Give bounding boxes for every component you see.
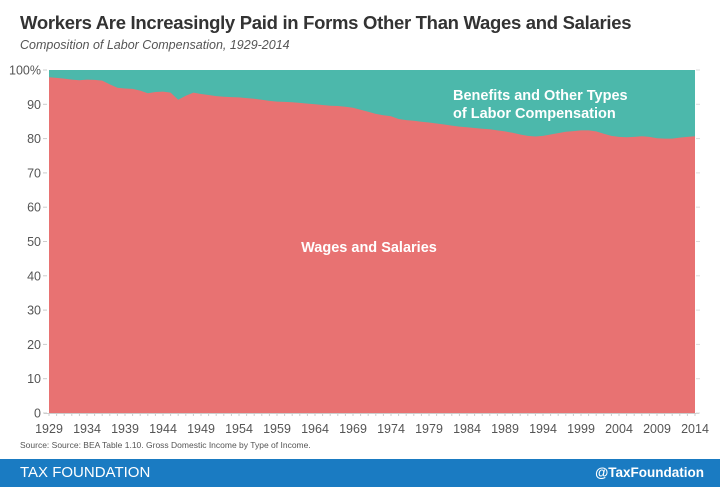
footer-handle[interactable]: @TaxFoundation xyxy=(595,465,704,480)
x-tick-label: 1994 xyxy=(529,422,557,436)
x-tick-label: 1939 xyxy=(111,422,139,436)
x-tick-label: 1954 xyxy=(225,422,253,436)
y-tick-label: 90 xyxy=(27,98,41,112)
x-tick-label: 2014 xyxy=(681,422,709,436)
x-tick-label: 1969 xyxy=(339,422,367,436)
x-tick-label: 1989 xyxy=(491,422,519,436)
y-tick-label: 30 xyxy=(27,304,41,318)
chart-subtitle: Composition of Labor Compensation, 1929-… xyxy=(20,38,290,52)
y-tick-label: 0 xyxy=(34,407,41,421)
x-tick-label: 1934 xyxy=(73,422,101,436)
y-tick-label: 20 xyxy=(27,338,41,352)
x-tick-label: 2009 xyxy=(643,422,671,436)
x-tick-label: 1944 xyxy=(149,422,177,436)
benefits-series-label-line2: of Labor Compensation xyxy=(453,106,616,122)
x-tick-label: 1984 xyxy=(453,422,481,436)
wages-area xyxy=(49,77,695,413)
source-note: Source: Source: BEA Table 1.10. Gross Do… xyxy=(20,440,311,450)
x-tick-label: 2004 xyxy=(605,422,633,436)
chart-title: Workers Are Increasingly Paid in Forms O… xyxy=(20,12,632,33)
y-tick-label: 10 xyxy=(27,372,41,386)
y-tick-label: 70 xyxy=(27,166,41,180)
footer-bar: TAX FOUNDATION @TaxFoundation xyxy=(0,459,720,487)
footer-brand: TAX FOUNDATION xyxy=(20,464,151,481)
x-tick-label: 1999 xyxy=(567,422,595,436)
x-tick-label: 1964 xyxy=(301,422,329,436)
x-tick-label: 1949 xyxy=(187,422,215,436)
x-tick-label: 1929 xyxy=(35,422,63,436)
x-tick-label: 1959 xyxy=(263,422,291,436)
y-tick-label: 40 xyxy=(27,269,41,283)
x-tick-label: 1974 xyxy=(377,422,405,436)
wages-series-label: Wages and Salaries xyxy=(301,240,437,256)
y-tick-label: 50 xyxy=(27,235,41,249)
y-tick-label: 100% xyxy=(9,64,41,78)
y-tick-label: 60 xyxy=(27,201,41,215)
area-chart: 0 10 20 30 40 50 60 70 80 90 100% 1929 1934 1939 1944… xyxy=(9,64,709,437)
x-tick-label: 1979 xyxy=(415,422,443,436)
y-tick-label: 80 xyxy=(27,132,41,146)
benefits-series-label-line1: Benefits and Other Types xyxy=(453,88,628,104)
